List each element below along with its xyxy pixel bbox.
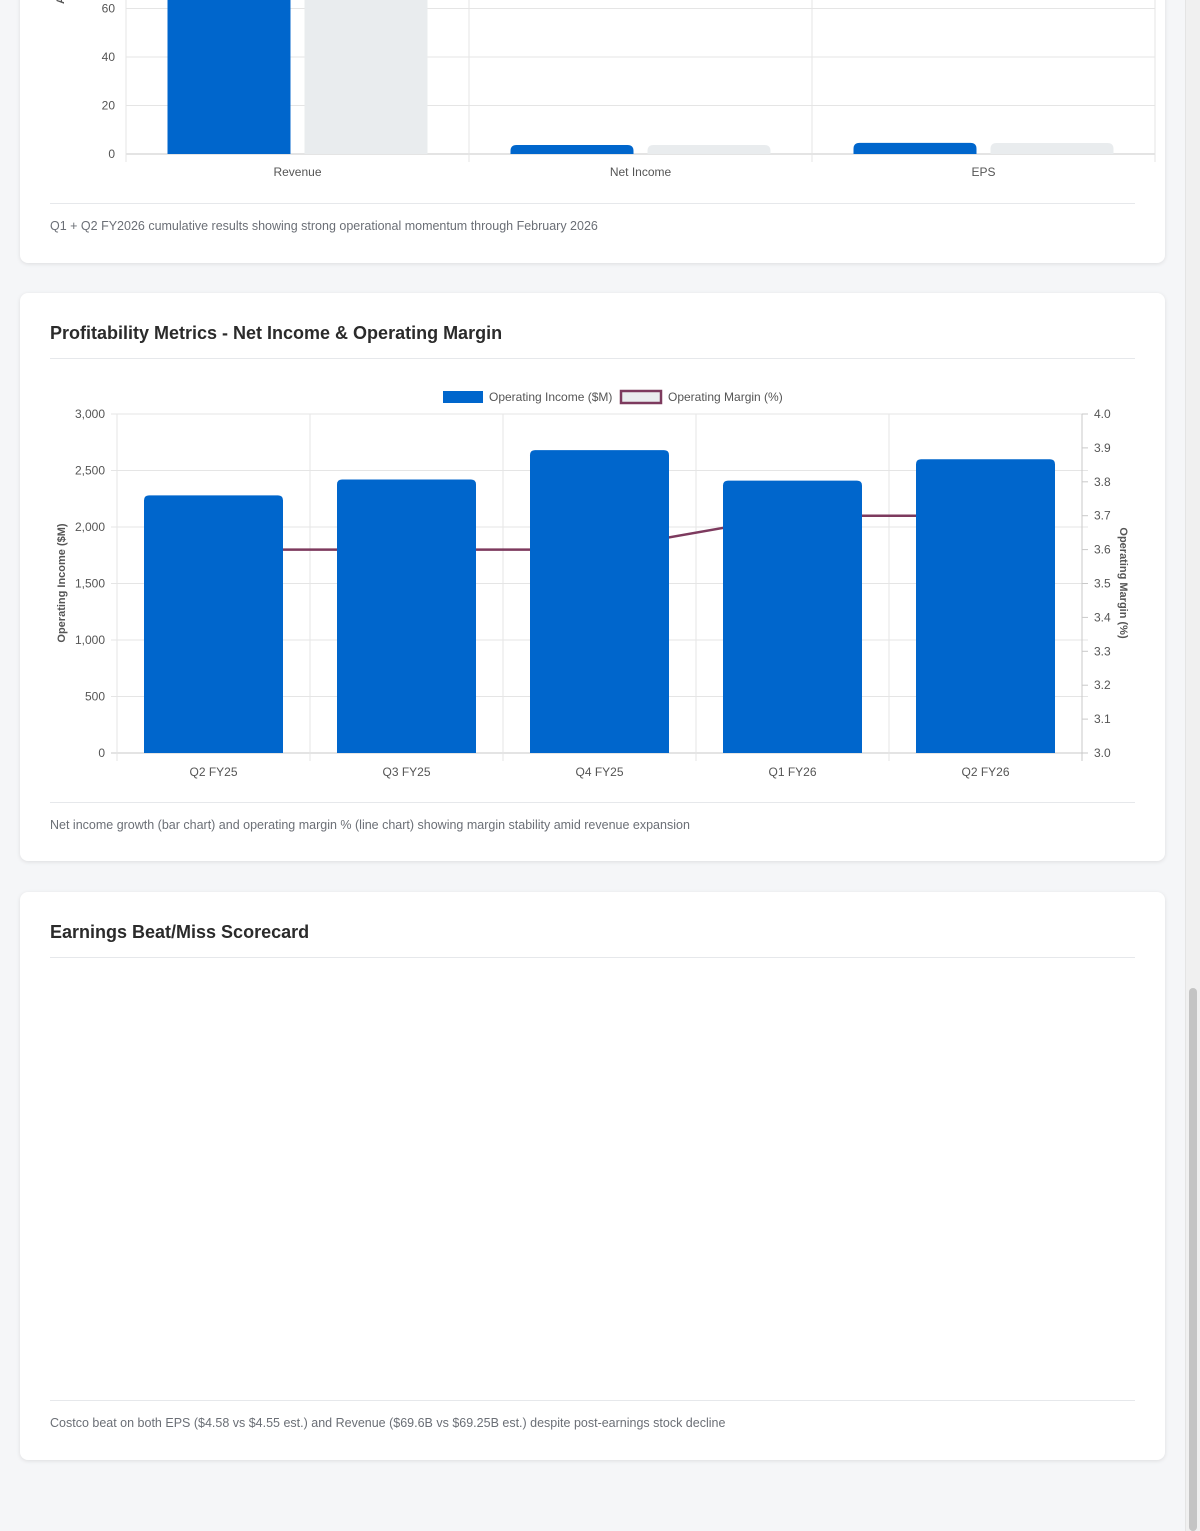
operating-income-bar[interactable] [337, 479, 476, 753]
legend-swatch [443, 391, 483, 403]
legend-label: Operating Margin (%) [668, 390, 783, 404]
operating-income-bar[interactable] [723, 480, 862, 753]
y-tick-label: 0 [108, 147, 115, 161]
x-tick-label: Q4 FY25 [575, 765, 623, 779]
x-tick-label: Net Income [610, 165, 672, 179]
y2-tick-label: 3.4 [1094, 610, 1111, 624]
y-tick-label: 1,000 [75, 633, 105, 647]
operating-income-bar[interactable] [530, 450, 669, 753]
x-tick-label: EPS [971, 165, 995, 179]
y-tick-label: 2,500 [75, 464, 105, 478]
y2-tick-label: 3.6 [1094, 543, 1111, 557]
cumulative-results-chart: 0 20 40 60 Revenue Net Income EPS A [55, 0, 1156, 179]
operating-income-bar[interactable] [916, 459, 1055, 753]
legend-item-operating-income[interactable]: Operating Income ($M) [443, 390, 612, 404]
y2-tick-label: 4.0 [1094, 407, 1111, 421]
scrollbar-thumb[interactable] [1189, 988, 1197, 1531]
x-tick-label: Q2 FY25 [189, 765, 237, 779]
y2-axis-label: Operating Margin (%) [1117, 527, 1129, 639]
cumulative-results-card: 0 20 40 60 Revenue Net Income EPS A Q1 + Q2 F… [20, 0, 1165, 263]
y-tick-label: 40 [102, 50, 116, 64]
legend-item-operating-margin[interactable]: Operating Margin (%) [619, 389, 783, 405]
y2-tick-label: 3.3 [1094, 644, 1111, 658]
legend-swatch [619, 389, 663, 405]
card-title: Profitability Metrics - Net Income & Ope… [50, 323, 1135, 359]
page-scrollbar[interactable] [1185, 0, 1200, 1531]
y-tick-label: 500 [85, 690, 105, 704]
bar-estimate[interactable] [647, 145, 771, 154]
legend-label: Operating Income ($M) [489, 390, 612, 404]
y-tick-label: 2,000 [75, 520, 105, 534]
y2-tick-label: 3.1 [1094, 712, 1111, 726]
bar-estimate[interactable] [304, 0, 428, 154]
x-tick-label: Q1 FY26 [768, 765, 816, 779]
y2-tick-label: 3.9 [1094, 441, 1111, 455]
y2-tick-label: 3.2 [1094, 678, 1111, 692]
cumulative-results-caption: Q1 + Q2 FY2026 cumulative results showin… [50, 203, 1135, 233]
scorecard-caption: Costco beat on both EPS ($4.58 vs $4.55 … [50, 1400, 1135, 1430]
y2-tick-label: 3.7 [1094, 509, 1111, 523]
x-tick-label: Q2 FY26 [961, 765, 1009, 779]
scorecard-chart-area [50, 972, 1135, 1392]
bar-estimate[interactable] [990, 142, 1114, 154]
y2-tick-label: 3.5 [1094, 577, 1111, 591]
bar-actual[interactable] [853, 142, 977, 154]
x-tick-label: Revenue [273, 165, 321, 179]
bar-actual[interactable] [510, 145, 634, 154]
y-tick-label: 3,000 [75, 407, 105, 421]
y-tick-label: 60 [102, 2, 116, 16]
card-title: Earnings Beat/Miss Scorecard [50, 922, 1135, 958]
profitability-card: Profitability Metrics - Net Income & Ope… [20, 293, 1165, 861]
y2-tick-label: 3.8 [1094, 475, 1111, 489]
x-tick-label: Q3 FY25 [382, 765, 430, 779]
bar-actual[interactable] [167, 0, 291, 154]
y-tick-label: 20 [102, 99, 116, 113]
profitability-caption: Net income growth (bar chart) and operat… [50, 802, 1135, 832]
y-axis-label: A [55, 0, 67, 4]
y-tick-label: 1,500 [75, 577, 105, 591]
scorecard-card: Earnings Beat/Miss Scorecard Costco beat… [20, 892, 1165, 1460]
y-axis-label: Operating Income ($M) [56, 523, 68, 643]
operating-income-bar[interactable] [144, 495, 283, 753]
y-tick-label: 0 [98, 746, 105, 760]
y2-tick-label: 3.0 [1094, 746, 1111, 760]
profitability-chart: 0 500 1,000 1,500 2,000 2,500 3,000 3.0 3.1 3.2 3… [56, 389, 1129, 779]
